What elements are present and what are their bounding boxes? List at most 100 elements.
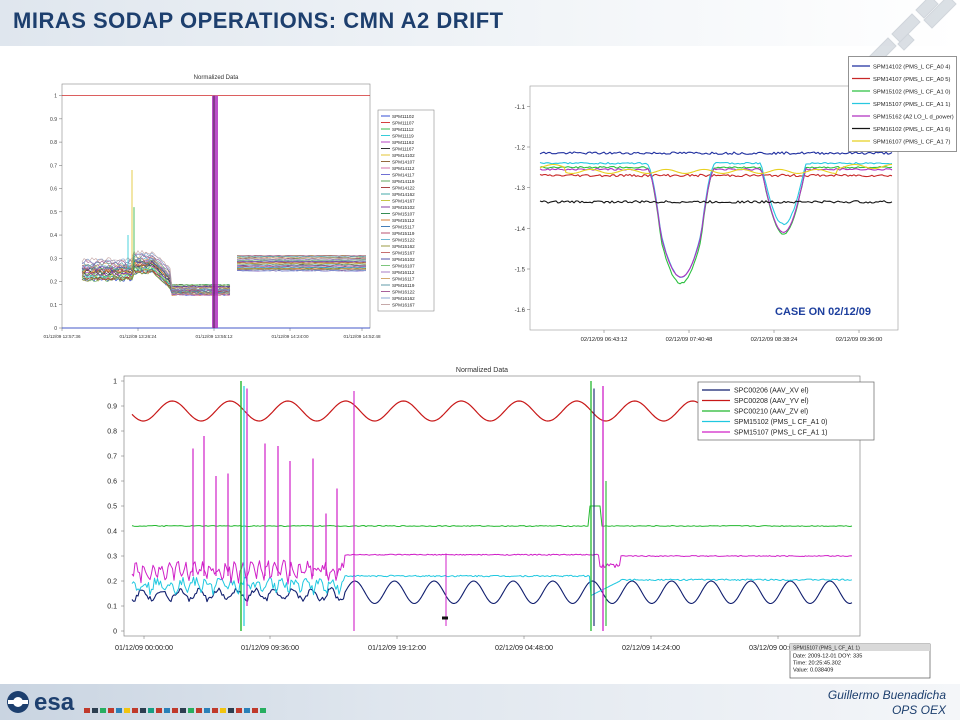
x-tick-label: 01/12/09 00:00:00 (115, 643, 173, 652)
chart-top-right-legend: SPM14102 (PMS_L CF_A0 4) SPM14107 (PMS_L … (848, 56, 957, 152)
legend-label: SPM14117 (392, 172, 415, 177)
y-tick-label: 0.9 (50, 117, 57, 123)
y-tick-label: 0.8 (107, 429, 117, 436)
y-tick-label: 0.4 (107, 529, 117, 536)
y-tick-label: -1.3 (515, 186, 526, 192)
y-tick-label: 0.7 (50, 163, 57, 169)
legend-label: SPM14162 (392, 192, 415, 197)
chart-title: Normalized Data (456, 367, 508, 374)
tooltip-date: Date: 2009-12-01 DOY: 335 (793, 654, 862, 660)
series-line (237, 255, 367, 257)
chart-top-right-svg: -1.1 -1.2 -1.3 -1.4 -1.5 -1.6 02/12/09 06:43:1… (515, 85, 899, 343)
legend-label: SPM15119 (392, 231, 415, 236)
series-line (237, 266, 366, 268)
legend-label: SPM15102 (PMS_L CF_A1 0) (873, 89, 951, 95)
legend-label: SPM11102 (392, 114, 414, 119)
series-line (236, 260, 367, 263)
legend-label: SPM14119 (392, 179, 415, 184)
legend-label: SPM16102 (PMS_L CF_A1 6) (873, 127, 951, 133)
author-name: Guillermo Buenadicha (827, 688, 946, 702)
legend-label: SPM14122 (392, 185, 415, 190)
legend-box (377, 109, 435, 312)
y-tick-label: -1.6 (515, 308, 526, 314)
flags-icon (84, 708, 266, 713)
series-line (236, 267, 367, 269)
esa-logo: esa (7, 689, 266, 716)
series-line (81, 250, 231, 289)
series-line (131, 580, 853, 605)
y-tick-label: 0.3 (107, 554, 117, 561)
series-line (539, 165, 893, 285)
y-tick-label: 0 (113, 629, 117, 636)
y-tick-label: 0.2 (107, 579, 117, 586)
x-tick-label: 01/12/09 13:55:12 (195, 334, 232, 339)
y-tick-label: 1 (113, 379, 117, 386)
x-tick-label: 01/12/09 09:36:00 (241, 643, 299, 652)
y-tick-label: 0.7 (107, 454, 117, 461)
y-tick-label: -1.1 (515, 105, 526, 111)
marker (442, 616, 448, 620)
x-tick-label: 02/12/09 14:24:00 (622, 643, 680, 652)
series-line (236, 263, 367, 265)
legend-label: SPM15167 (392, 250, 415, 255)
y-tick-label: 0.6 (107, 479, 117, 486)
y-tick-label: 0.5 (50, 210, 57, 216)
legend-label: SPM15162 (392, 244, 415, 249)
case-annotation: CASE ON 02/12/09 (775, 306, 871, 318)
series-line (539, 168, 893, 278)
legend-label: SPM15117 (392, 224, 415, 229)
series-line (539, 173, 893, 178)
x-tick-label: 02/12/09 09:36:00 (836, 337, 883, 343)
series-line (131, 505, 853, 527)
y-tick-label: 0.1 (107, 604, 117, 611)
x-tick-label: 01/12/09 14:24:00 (271, 334, 308, 339)
y-tick-label: 0.6 (50, 187, 57, 193)
series-line (539, 161, 893, 278)
x-tick-label: 01/12/09 12:57:36 (43, 334, 80, 339)
y-tick-label: 0.9 (107, 404, 117, 411)
legend-label: SPM11167 (392, 146, 414, 151)
series-line (236, 258, 366, 260)
slide-title: MIRAS SODAP OPERATIONS: CMN A2 DRIFT (13, 8, 504, 33)
chart-top-left: Normalized Data 0 0.1 0.2 0.3 0.4 0.5 0.6 0.7 0.8… (40, 70, 440, 352)
legend-label: SPM16122 (392, 289, 415, 294)
legend-label: SPM16112 (392, 270, 415, 275)
y-tick-label: 0.3 (50, 256, 57, 262)
legend-label: SPM14107 (PMS_L CF_A0 5) (873, 77, 951, 83)
legend-label: SPM16162 (392, 296, 415, 301)
y-tick-label: -1.2 (515, 146, 526, 152)
author-dept: OPS OEX (891, 703, 946, 717)
legend-label: SPM15107 (392, 211, 415, 216)
series-line (236, 257, 367, 259)
legend-label: SPM16107 (PMS_L CF_A1 7) (873, 139, 951, 145)
y-tick-label: 0.1 (50, 303, 57, 309)
x-tick-label: 01/12/09 14:52:48 (343, 334, 380, 339)
tooltip-header-bg (790, 644, 930, 651)
legend-label: SPM15102 (PMS_L CF_A1 0) (734, 419, 828, 426)
legend-label: SPM16119 (392, 283, 415, 288)
legend-label: SPM14112 (392, 166, 415, 171)
legend-label: SPM15107 (PMS_L CF_A1 1) (734, 430, 828, 437)
series-line (539, 151, 893, 155)
y-tick-label: -1.5 (515, 268, 526, 274)
y-tick-label: 0.4 (50, 233, 57, 239)
footer-bar (0, 684, 960, 720)
author-block: Guillermo Buenadicha OPS OEX (828, 688, 946, 718)
series-line (539, 200, 893, 204)
plot-frame (529, 85, 899, 331)
legend-label: SPM14107 (392, 159, 415, 164)
legend-label: SPM15162 (A2 LO_L d_power) (873, 114, 954, 120)
legend-label: SPM15102 (392, 205, 415, 210)
x-tick-label: 01/12/09 19:12:00 (368, 643, 426, 652)
series-line (81, 259, 230, 286)
x-tick-label: 03/12/09 00:00:00 (749, 643, 807, 652)
legend-label: SPM16117 (392, 276, 415, 281)
series-line (81, 256, 231, 295)
legend-label: SPM14167 (392, 198, 415, 203)
legend-label: SPM11119 (392, 133, 414, 138)
series-line (236, 264, 367, 266)
esa-logo-text: esa (34, 689, 75, 716)
legend-label: SPM16107 (392, 263, 415, 268)
legend-label: SPM11162 (392, 140, 414, 145)
